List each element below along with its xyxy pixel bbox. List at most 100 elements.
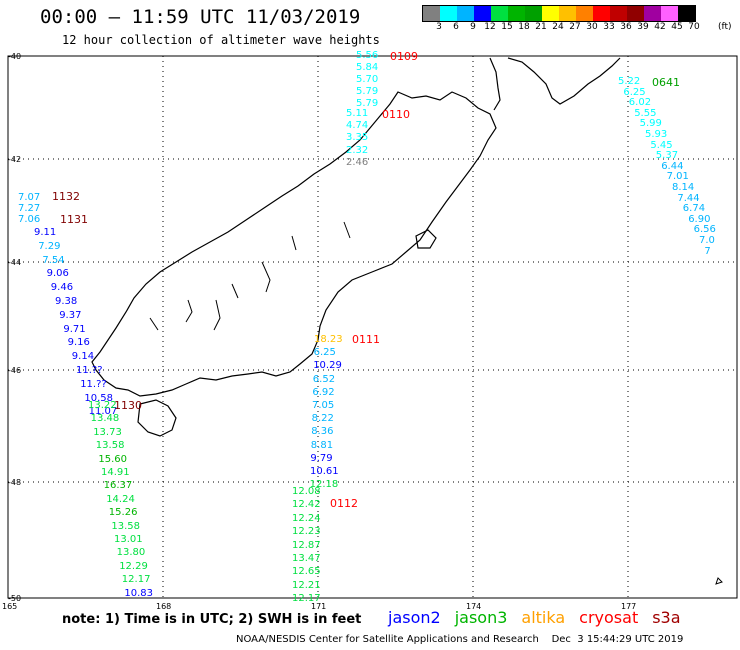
wave-height-value: 12.18 <box>309 479 339 491</box>
wave-height-value: 13.22 <box>88 400 117 411</box>
wave-height-value: 12.24 <box>292 512 321 524</box>
colorbar-tick: 42 <box>654 22 666 32</box>
colorbar-swatch <box>627 6 644 21</box>
wave-height-value: 7 <box>704 245 711 257</box>
track-time-label: 0112 <box>330 497 358 510</box>
stewart-island-coastline <box>137 399 177 437</box>
wave-height-value: 6.52 <box>312 373 336 385</box>
wave-height-value: 12.65 <box>292 566 321 578</box>
lon-label: 165 <box>2 602 18 611</box>
wave-height-value: 13.80 <box>116 547 146 559</box>
track-time-label: 0111 <box>352 333 380 346</box>
map-title: 00:00 – 11:59 UTC 11/03/2019 <box>40 6 361 28</box>
wave-height-value: 8.36 <box>311 426 334 438</box>
track-time-label: 0110 <box>382 108 410 121</box>
colorbar-swatch <box>508 6 525 21</box>
wave-height-value: 9.38 <box>55 296 78 307</box>
wave-height-value: 5.45 <box>650 139 673 151</box>
wave-height-value: 12.17 <box>121 574 151 586</box>
wave-height-value: 10.58 <box>84 392 114 404</box>
wave-height-value: 12.21 <box>292 579 321 591</box>
lat-label: -46 <box>8 366 22 375</box>
lon-label: 177 <box>621 602 637 611</box>
wave-height-value: 8.14 <box>672 182 695 193</box>
wave-height-value: 2.32 <box>346 144 369 156</box>
legend-s3a: s3a <box>652 608 681 627</box>
colorbar-swatch <box>678 6 695 21</box>
colorbar-swatch <box>525 6 542 21</box>
wave-height-value: 12.87 <box>292 539 321 551</box>
wave-height-value: 11.?? <box>80 378 107 390</box>
wave-height-value: 4.74 <box>346 120 369 132</box>
colorbar-tick: 30 <box>586 22 598 32</box>
wave-height-value: 7.54 <box>42 254 65 266</box>
colorbar-tick: 12 <box>484 22 496 32</box>
wave-height-value: 12.17 <box>292 593 321 605</box>
colorbar-swatch <box>576 6 593 21</box>
colorbar-tick: 45 <box>671 22 683 32</box>
wave-height-value: 6.25 <box>313 347 336 359</box>
lakes <box>149 221 351 331</box>
wave-height-value: 12.29 <box>119 560 148 572</box>
north-island-coastline <box>507 57 621 105</box>
north-island-cook-strait <box>489 57 501 111</box>
legend-jason2: jason2 <box>388 608 441 627</box>
lat-label: -42 <box>8 155 22 164</box>
wave-height-value: 5.37 <box>655 150 679 162</box>
wave-height-value: 9.37 <box>59 309 82 321</box>
wave-height-value: 12.42 <box>292 499 321 511</box>
lat-label: -50 <box>8 594 22 603</box>
wave-height-value: 13.47 <box>292 553 321 564</box>
lat-label: -44 <box>8 258 22 267</box>
track-time-label: 1130 <box>114 399 142 412</box>
wave-height-value: 15.26 <box>108 507 138 519</box>
wave-height-value: 5.56 <box>356 50 379 61</box>
footnote: note: 1) Time is in UTC; 2) SWH is in fe… <box>62 612 362 627</box>
map-frame <box>7 55 738 599</box>
wave-height-value: 7.29 <box>38 240 61 252</box>
wave-height-value: 14.24 <box>106 493 135 505</box>
wave-height-value: 5.79 <box>356 98 379 109</box>
wave-height-value: 9.46 <box>50 282 74 294</box>
colorbar-swatch <box>474 6 491 21</box>
islet <box>715 577 723 585</box>
lon-label: 174 <box>466 602 482 611</box>
wave-height-value: 7.07 <box>18 192 41 203</box>
wave-height-value: 9.11 <box>34 227 57 238</box>
wave-height-value: 6.74 <box>682 203 706 215</box>
wave-height-value: 14.91 <box>101 467 130 478</box>
wave-height-value: 18.23 <box>314 334 343 345</box>
track-time-label: 0109 <box>390 50 418 63</box>
wave-height-value: 3.35 <box>346 132 369 144</box>
colorbar-swatch <box>440 6 457 21</box>
graticule <box>8 56 737 598</box>
colorbar-swatch <box>610 6 627 21</box>
track-time-label: 1131 <box>60 213 88 226</box>
wave-height-value: 11.07 <box>88 406 118 418</box>
wave-height-value: 13.58 <box>111 520 141 532</box>
south-island-coastline <box>91 91 497 397</box>
colorbar-swatch <box>491 6 508 21</box>
colorbar-tick: 9 <box>470 22 476 32</box>
wave-height-value: 7.06 <box>18 214 41 225</box>
wave-height-value: 13.01 <box>114 534 143 545</box>
wave-height-value: 10.29 <box>313 360 342 372</box>
banks-peninsula <box>415 229 437 249</box>
satellite-legend: jason2 jason3 altika cryosat s3a <box>388 608 695 627</box>
wave-height-value: 9.14 <box>71 351 95 363</box>
track-time-label: 0641 <box>652 76 680 89</box>
wave-height-value: 10.83 <box>124 587 154 599</box>
wave-height-value: 8.81 <box>310 439 334 451</box>
wave-height-value: 5.93 <box>645 129 668 140</box>
wave-height-colorbar <box>422 5 696 22</box>
wave-height-value: 6.02 <box>628 97 652 109</box>
wave-height-value: 7.44 <box>677 192 700 204</box>
lon-label: 168 <box>156 602 172 611</box>
wave-height-value: 9.79 <box>310 452 333 464</box>
wave-height-value: 13.48 <box>90 413 120 425</box>
map-subtitle: 12 hour collection of altimeter wave hei… <box>62 33 380 47</box>
track-time-label: 1132 <box>52 190 80 203</box>
colorbar-tick: 36 <box>620 22 632 32</box>
wave-height-value: 9.06 <box>46 268 69 280</box>
